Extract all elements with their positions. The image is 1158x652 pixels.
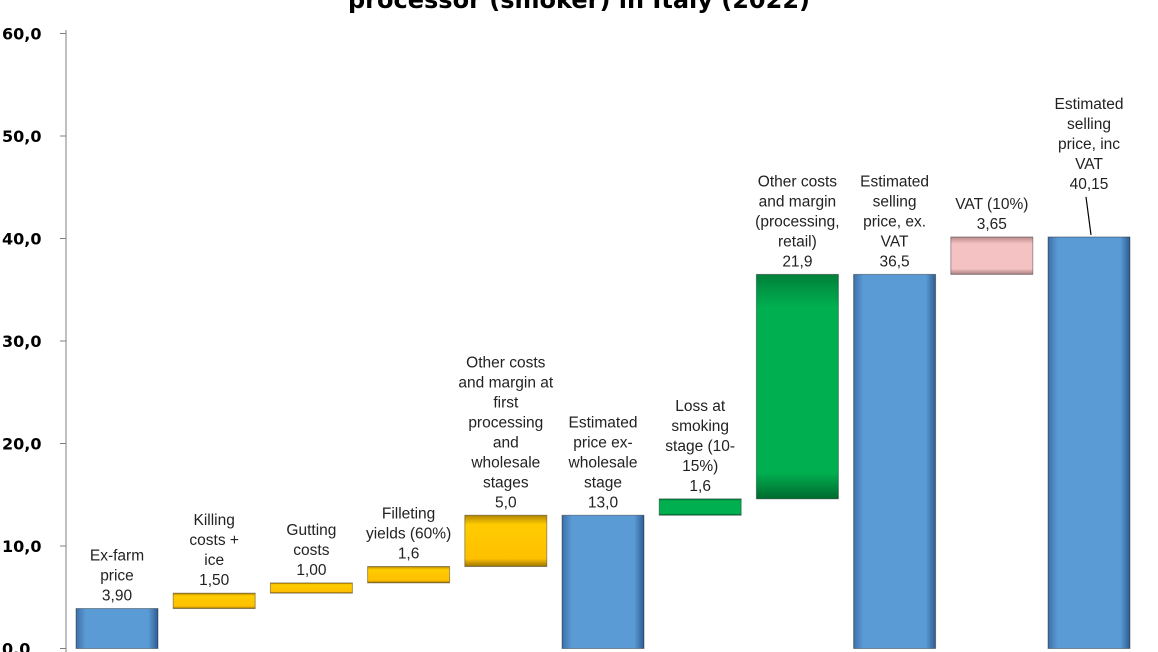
- bar-label-5: Other costs and margin at first processing a…: [458, 354, 553, 491]
- leader-line: [1085, 196, 1092, 236]
- bar-value-9: 36,5: [880, 253, 910, 270]
- bar-7: [658, 498, 742, 516]
- bar-value-1: 3,90: [102, 588, 133, 605]
- y-axis-ticks: 0,0 10,0 20,0 30,0 40,0 50,0 60,0: [2, 25, 66, 652]
- bar-value-6: 13,0: [588, 494, 619, 511]
- bar-label-11: Estimated selling price, inc VAT: [1055, 96, 1124, 173]
- bar-10: [950, 236, 1034, 275]
- y-tick-label: 40,0: [2, 230, 41, 249]
- bars: [75, 236, 1131, 650]
- y-tick-label: 30,0: [2, 332, 41, 351]
- bar-label-8: Other costs and margin (processing, retail): [755, 173, 839, 250]
- bar-value-8: 21,9: [782, 253, 812, 270]
- bar-label-1: Ex-farm price: [90, 548, 144, 585]
- bar-5: [464, 514, 548, 567]
- bar-value-10: 3,65: [977, 216, 1007, 233]
- bar-label-2: Killing costs + ice: [189, 512, 239, 569]
- bar-4: [367, 566, 451, 584]
- y-tick-label: 60,0: [2, 25, 41, 44]
- bar-1: [75, 608, 159, 650]
- bar-3: [269, 582, 353, 594]
- bar-value-3: 1,00: [296, 562, 327, 579]
- bar-8: [755, 273, 839, 500]
- bar-label-9: Estimated selling price, ex. VAT: [860, 173, 929, 250]
- bar-label-6: Estimated price ex-wholesale stage: [568, 414, 638, 491]
- bar-label-10: VAT (10%): [955, 196, 1028, 213]
- bar-value-5: 5,0: [495, 494, 517, 511]
- bar-11: [1047, 236, 1131, 649]
- bar-label-3: Gutting costs: [286, 522, 336, 559]
- bar-6: [561, 514, 645, 649]
- y-tick-label: 50,0: [2, 127, 41, 146]
- y-tick-label: 20,0: [2, 435, 41, 454]
- bar-value-2: 1,50: [199, 572, 230, 589]
- bar-value-4: 1,6: [398, 546, 420, 563]
- bar-9: [853, 273, 937, 649]
- bar-value-11: 40,15: [1070, 176, 1109, 193]
- data-labels: Ex-farm price 3,90 Killing costs + ice 1,50 Gut…: [90, 96, 1124, 605]
- y-tick-label: 0,0: [2, 640, 30, 652]
- y-tick-label: 10,0: [2, 537, 41, 556]
- bar-2: [172, 592, 256, 610]
- chart-title: processor (smoker) in Italy (2022): [348, 0, 810, 14]
- bar-label-7: Loss at smoking stage (10-15%): [665, 398, 735, 475]
- bar-value-7: 1,6: [689, 478, 711, 495]
- bar-label-4: Filleting yields (60%): [366, 506, 451, 543]
